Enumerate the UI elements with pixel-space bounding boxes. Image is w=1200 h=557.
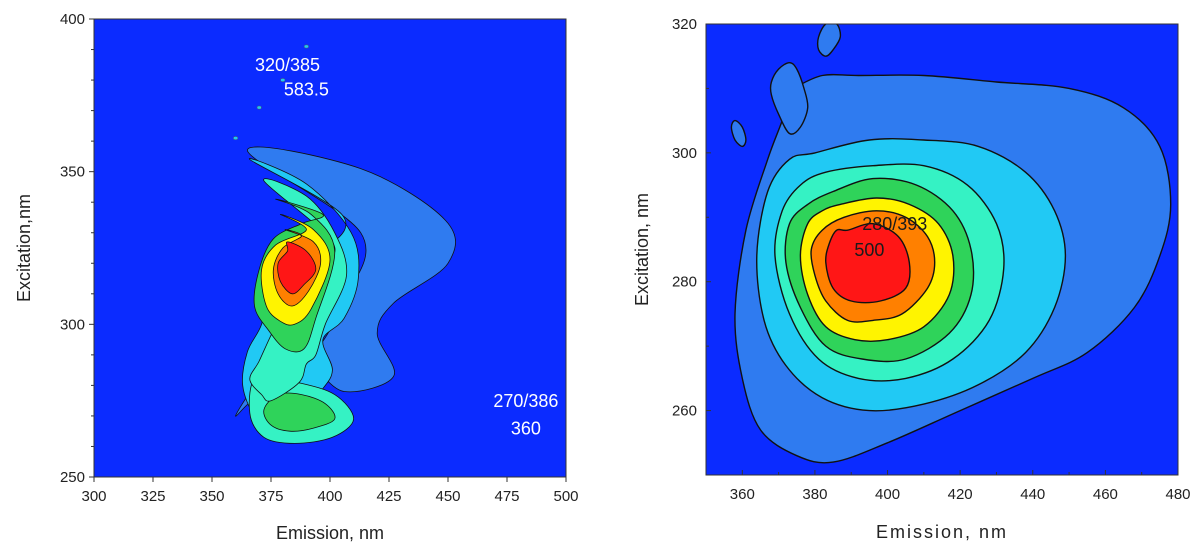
left-y-tick-label: 250 [60,469,85,486]
right-x-tick-label: 460 [1093,486,1118,503]
left-peak-annotation: 583.5 [284,79,329,99]
left-peak-annotation: 360 [511,418,541,438]
right-contour-speck-1 [730,119,747,148]
right-contour-speck-2 [769,61,809,135]
left-x-tick-label: 425 [376,488,401,505]
right-peak-annotation: 280/393 [862,214,927,234]
left-contour-level-7 [277,241,317,295]
left-x-tick-label: 450 [435,488,460,505]
right-contour-panel: 360 380 400 420 440 460 480 260 280 300 320 280/39… [632,16,1191,542]
right-peak-annotation: 500 [854,240,884,260]
right-annotations: 280/393 500 [854,214,927,260]
left-x-tick-label: 400 [317,488,342,505]
left-contour-panel: 300 325 350 375 400 425 450 475 500250300350400 … [14,11,579,543]
right-contour-level-7 [825,222,911,304]
left-lower-lobe-level-2 [263,392,336,432]
right-x-tick-label: 360 [730,486,755,503]
left-x-tick-label: 300 [81,488,106,505]
left-x-axis-title: Emission, nm [276,523,384,543]
left-x-tick-label: 350 [199,488,224,505]
right-x-tick-label: 400 [875,486,900,503]
left-x-tick-label: 375 [258,488,283,505]
left-annotations: 320/385 583.5 270/386 360 [255,55,558,438]
right-x-tick-label: 380 [802,486,827,503]
left-peak-annotation: 270/386 [493,391,558,411]
left-y-tick-label: 350 [60,164,85,181]
left-y-tick-label: 400 [60,11,85,28]
right-y-tick-label: 320 [672,16,697,33]
right-x-tick-label: 440 [1020,486,1045,503]
right-contour-levels [730,24,1172,464]
right-plot-frame [705,23,1179,476]
left-contour-speck-3 [280,78,286,82]
right-y-axis-title: Excitation, nm [632,193,652,306]
right-y-tick-label: 280 [672,274,697,291]
left-contour-speck-4 [303,44,309,49]
right-contour-speck-3 [816,24,842,57]
left-contour-speck-1 [233,136,239,140]
left-contour-levels [233,44,456,444]
right-x-tick-label: 420 [948,486,973,503]
right-y-tick-label: 300 [672,145,697,162]
left-x-tick-label: 500 [553,488,578,505]
right-x-axis-title: Emission, nm [876,522,1008,542]
right-x-tick-label: 480 [1165,486,1190,503]
left-x-tick-label: 325 [140,488,165,505]
left-y-axis-title: Excitation,nm [14,194,34,302]
left-axis-ticks: 300 325 350 375 400 425 450 475 500 250 300 350 400 [60,11,579,505]
left-x-tick-label: 475 [494,488,519,505]
left-peak-annotation: 320/385 [255,55,320,75]
left-contour-speck-2 [256,105,262,110]
right-y-tick-label: 260 [672,403,697,420]
left-y-tick-label: 300 [60,316,85,333]
right-axis-ticks: 360 380 400 420 440 460 480 260 280 300 320 [672,16,1191,503]
